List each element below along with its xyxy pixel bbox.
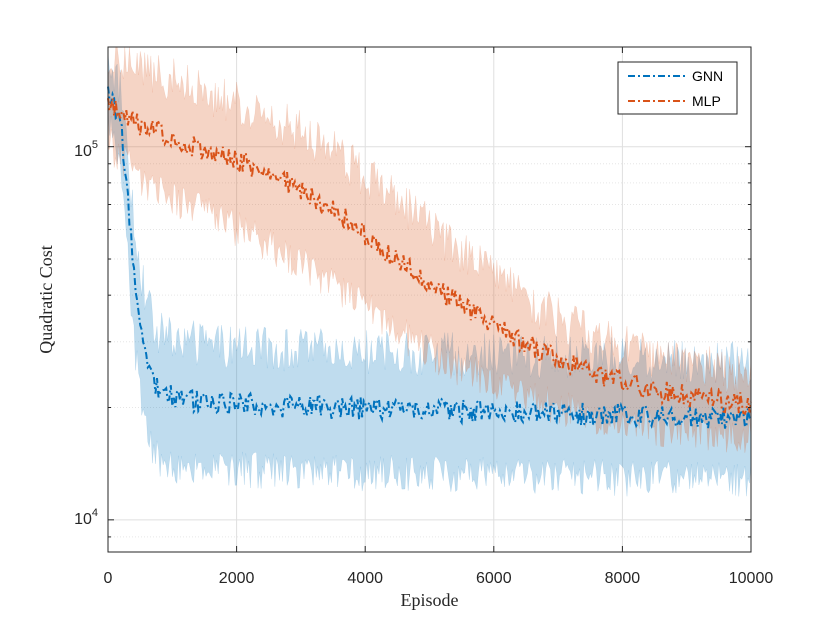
x-tick-label: 0 xyxy=(104,570,113,587)
y-tick-exponent: 5 xyxy=(92,139,98,151)
series-line-gnn xyxy=(107,86,752,429)
legend: GNN MLP xyxy=(617,61,738,115)
y-tick-exponent: 4 xyxy=(92,507,98,519)
line-layer xyxy=(107,86,752,429)
legend-box xyxy=(617,61,738,115)
grid-layer xyxy=(108,47,751,552)
y-tick-base: 10 xyxy=(74,511,92,528)
axes-box xyxy=(107,46,752,553)
y-tick-base: 10 xyxy=(74,143,92,160)
y-axis-title: Quadratic Cost xyxy=(36,245,56,353)
legend-label-mlp: MLP xyxy=(692,93,721,109)
y-tick-label-1e4: 104 xyxy=(74,507,98,528)
plot-area xyxy=(108,47,751,552)
x-tick-label: 10000 xyxy=(729,570,774,587)
legend-label-gnn: GNN xyxy=(692,68,723,84)
x-tick-label: 2000 xyxy=(219,570,255,587)
x-axis-title: Episode xyxy=(401,590,459,610)
tick-layer xyxy=(107,47,752,552)
x-tick-labels: 0 2000 4000 6000 8000 10000 xyxy=(104,570,774,587)
x-tick-label: 8000 xyxy=(605,570,641,587)
x-tick-label: 4000 xyxy=(347,570,383,587)
x-tick-label: 6000 xyxy=(476,570,512,587)
y-tick-label-1e5: 105 xyxy=(74,139,98,160)
